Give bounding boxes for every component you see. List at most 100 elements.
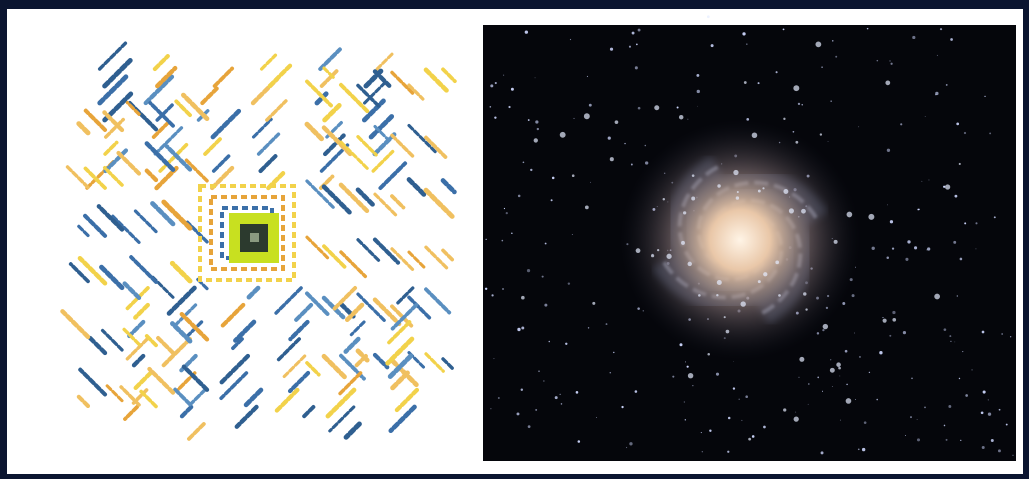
star xyxy=(746,43,748,45)
dash xyxy=(339,250,368,279)
star-cluster xyxy=(733,169,739,176)
star xyxy=(613,351,615,354)
dash xyxy=(86,334,108,356)
dash xyxy=(406,177,427,197)
ring xyxy=(198,184,296,282)
dash xyxy=(212,66,235,88)
dash xyxy=(181,364,210,392)
dash xyxy=(441,67,457,84)
dash xyxy=(441,357,456,372)
star-cluster xyxy=(868,213,875,220)
dash xyxy=(287,370,311,394)
dash xyxy=(158,142,189,173)
star xyxy=(954,341,956,343)
star xyxy=(975,222,978,225)
star xyxy=(535,408,538,411)
star-cluster xyxy=(934,293,941,300)
star xyxy=(544,303,548,307)
star-cluster xyxy=(698,294,701,297)
dash xyxy=(129,255,158,284)
star xyxy=(987,399,989,401)
star-cluster xyxy=(571,174,575,177)
dash xyxy=(219,371,249,401)
star xyxy=(595,416,598,418)
star xyxy=(886,256,889,260)
star xyxy=(939,28,943,31)
star xyxy=(912,35,916,40)
dash xyxy=(151,118,173,139)
dash xyxy=(423,67,450,94)
dash xyxy=(318,47,342,72)
star xyxy=(575,391,579,394)
dash xyxy=(267,63,293,89)
star xyxy=(822,390,824,392)
dash xyxy=(148,199,176,227)
star xyxy=(621,405,624,409)
dash xyxy=(143,73,176,106)
star xyxy=(644,144,647,147)
star xyxy=(926,249,928,251)
star xyxy=(502,288,504,290)
dash xyxy=(122,281,142,301)
star xyxy=(958,377,961,380)
star xyxy=(963,131,967,135)
star xyxy=(956,295,958,297)
star xyxy=(935,93,937,96)
dash xyxy=(74,119,91,136)
star xyxy=(839,375,841,377)
star xyxy=(859,356,861,358)
star xyxy=(630,163,633,166)
dash xyxy=(170,321,193,344)
star xyxy=(953,240,957,244)
dash xyxy=(160,198,193,231)
star-cluster xyxy=(751,132,758,139)
star xyxy=(503,207,506,210)
dash xyxy=(60,309,91,340)
dash xyxy=(83,108,108,132)
dash xyxy=(321,353,348,381)
star xyxy=(821,66,823,68)
star xyxy=(965,394,968,397)
star xyxy=(956,122,960,126)
dash xyxy=(96,204,125,232)
dash xyxy=(143,332,158,348)
star-cluster xyxy=(838,366,841,370)
dash xyxy=(349,320,366,337)
star xyxy=(902,331,907,335)
star xyxy=(763,425,766,429)
dash xyxy=(273,387,300,414)
star-cluster xyxy=(762,187,765,190)
star-cluster xyxy=(757,280,761,284)
star-cluster xyxy=(846,211,853,218)
star xyxy=(943,424,946,427)
star xyxy=(489,106,492,108)
star-cluster xyxy=(691,174,695,177)
star xyxy=(905,257,909,261)
star-cluster xyxy=(654,105,660,111)
dash xyxy=(75,393,91,409)
dash xyxy=(256,132,281,156)
dash xyxy=(179,311,210,342)
dash xyxy=(288,319,310,342)
star-cluster xyxy=(944,184,951,190)
star-cluster xyxy=(666,253,672,259)
dash xyxy=(319,67,340,88)
star xyxy=(924,406,926,409)
dash xyxy=(83,166,107,190)
dash xyxy=(322,133,346,157)
star xyxy=(871,246,875,250)
dash xyxy=(131,370,153,393)
dash xyxy=(132,208,158,234)
star-cluster xyxy=(687,261,692,267)
star xyxy=(590,181,591,183)
star xyxy=(548,340,551,343)
star xyxy=(889,60,891,62)
dash xyxy=(407,250,426,270)
dash xyxy=(305,291,331,318)
star xyxy=(962,351,964,353)
star xyxy=(607,136,611,140)
star xyxy=(517,194,521,198)
star xyxy=(534,77,536,79)
star xyxy=(715,372,720,376)
star xyxy=(624,142,626,145)
